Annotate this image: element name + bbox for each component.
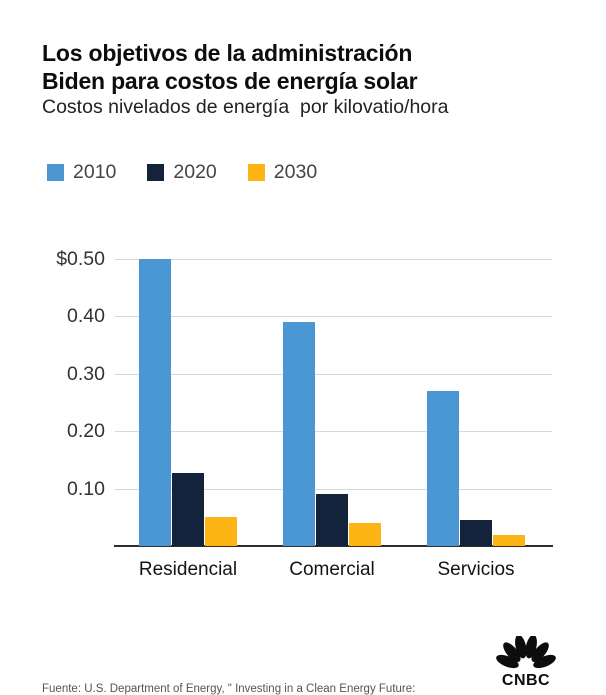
chart-legend: 2010 2020 2030 (47, 161, 317, 184)
bar-residencial-2010 (139, 259, 171, 546)
y-tick-label: 0.40 (67, 305, 105, 328)
legend-item-2030: 2030 (247, 161, 318, 184)
gridline-0.30 (115, 373, 552, 375)
title-line-2: Biden para costos de energía solar (42, 68, 418, 95)
gridline-0.40 (115, 316, 552, 318)
y-tick-label: 0.10 (67, 477, 105, 500)
bar-group-comercial (283, 259, 381, 546)
page-title: Los objetivos de la administración Biden… (42, 39, 418, 95)
x-axis-label-residencial: Residencial (138, 559, 238, 580)
chart-subtitle: Costos nivelados de energía por kilovati… (42, 96, 449, 118)
cnbc-peacock-icon: CNBC (496, 634, 556, 689)
legend-item-2020: 2020 (147, 161, 217, 184)
bar-group-residencial (139, 259, 237, 546)
y-tick-label: $0.50 (56, 248, 105, 270)
y-tick-label: 0.20 (67, 420, 105, 443)
bar-residencial-2020 (172, 472, 204, 546)
bar-group-servicios (427, 259, 525, 546)
bar-comercial-2010 (283, 322, 315, 546)
bar-servicios-2010 (427, 391, 459, 546)
legend-swatch-2020 (147, 164, 165, 181)
source-line-1: Fuente: U.S. Department of Energy, " Inv… (42, 683, 416, 695)
x-axis-line (114, 545, 553, 547)
legend-swatch-2030 (247, 164, 265, 181)
title-line-1: Los objetivos de la administración (42, 40, 413, 67)
bar-comercial-2030 (349, 523, 381, 546)
bar-comercial-2020 (316, 494, 348, 546)
gridline-0.20 (115, 431, 552, 433)
cnbc-logo-text: CNBC (502, 672, 550, 688)
x-axis-label-servicios: Servicios (437, 559, 515, 580)
source-note: Fuente: U.S. Department of Energy, " Inv… (42, 648, 415, 695)
bar-servicios-2030 (493, 534, 525, 546)
bar-chart: $0.50 0.40 0.30 0.20 0.10 Residencial Comercia… (0, 248, 606, 590)
legend-swatch-2010 (47, 164, 64, 181)
bar-residencial-2030 (205, 517, 237, 546)
legend-label-2030: 2030 (273, 161, 318, 183)
cnbc-logo: CNBC (495, 634, 557, 689)
gridline-0.10 (115, 488, 552, 490)
gridline-0.50 (115, 259, 552, 260)
legend-label-2020: 2020 (173, 161, 217, 183)
legend-label-2010: 2010 (73, 161, 117, 183)
legend-item-2010: 2010 (47, 161, 116, 184)
bar-servicios-2020 (460, 519, 492, 546)
y-tick-label: 0.30 (67, 362, 105, 385)
x-axis-label-comercial: Comercial (289, 559, 375, 580)
